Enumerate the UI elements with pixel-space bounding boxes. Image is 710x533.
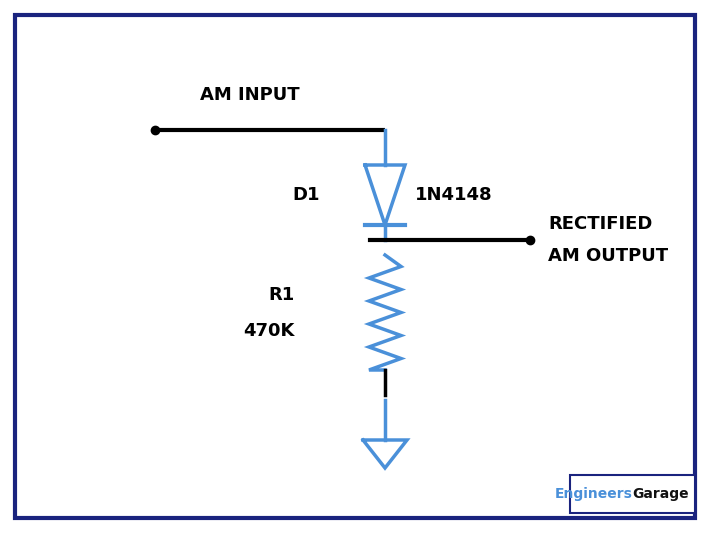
Text: Engineers: Engineers [555,487,633,501]
FancyBboxPatch shape [570,475,695,513]
Text: R1: R1 [269,286,295,303]
Text: D1: D1 [293,186,320,204]
Text: AM OUTPUT: AM OUTPUT [548,247,668,265]
Text: 470K: 470K [244,321,295,340]
Text: 1N4148: 1N4148 [415,186,493,204]
Text: Garage: Garage [633,487,689,501]
Text: AM INPUT: AM INPUT [200,86,300,104]
Text: RECTIFIED: RECTIFIED [548,215,652,233]
